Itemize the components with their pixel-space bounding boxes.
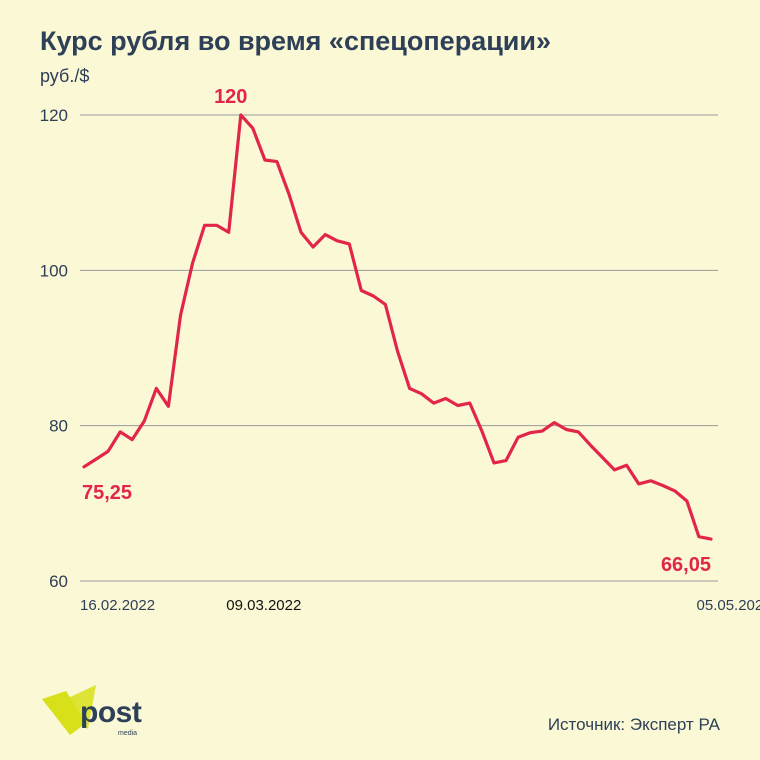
logo-sub: media	[118, 730, 138, 737]
x-tick-label: 05.05.2022	[697, 597, 760, 614]
data-labels: 75,25 120 66,05	[82, 86, 711, 576]
source-note: Источник: Эксперт РА	[547, 715, 720, 734]
data-label: 120	[214, 86, 247, 108]
logo-mark-icon	[42, 685, 96, 735]
y-tick-labels: 60 80 100 120	[40, 106, 68, 591]
y-tick-label: 100	[40, 261, 68, 280]
grid-lines	[80, 114, 718, 582]
x-tick-label: 09.03.2022	[226, 597, 301, 614]
x-tick-labels: 16.02.2022 09.03.2022 05.05.2022	[80, 597, 760, 614]
logo-word: post	[80, 696, 142, 729]
data-label: 66,05	[661, 554, 711, 576]
x-tick-label: 16.02.2022	[80, 597, 155, 614]
chart-title: Курс рубля во время «спецоперации»	[40, 26, 552, 56]
y-tick-label: 120	[40, 106, 68, 125]
postmedia-logo: post media	[40, 683, 150, 743]
y-tick-label: 80	[49, 417, 68, 436]
series-line	[82, 113, 713, 541]
data-label: 75,25	[82, 482, 132, 504]
y-axis-unit: руб./$	[40, 66, 90, 86]
y-tick-label: 60	[49, 572, 68, 591]
